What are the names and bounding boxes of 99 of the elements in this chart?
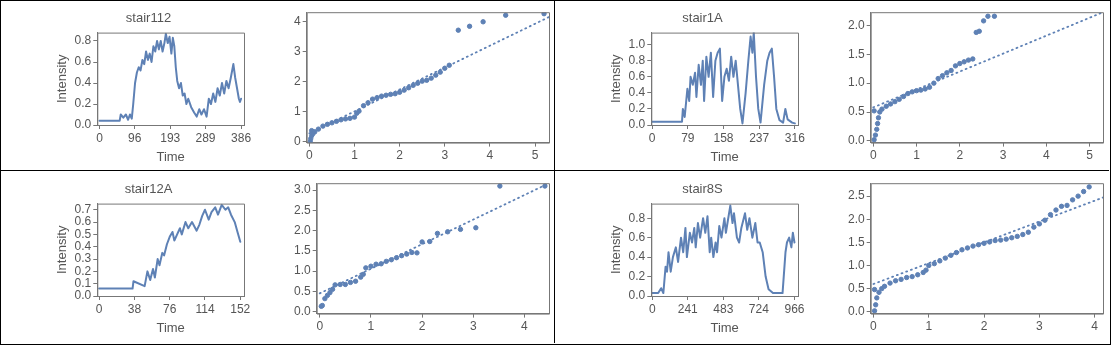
y-tick-label: 0.0: [628, 116, 646, 131]
y-tick-label: 0.4: [628, 249, 646, 264]
y-tick-label: 3: [293, 43, 301, 58]
x-tick-label: 0: [96, 130, 104, 145]
y-tick-label: 2.0: [293, 222, 311, 237]
y-tick-label: 0.0: [74, 116, 92, 131]
y-tick-label: 1: [293, 103, 301, 118]
y-tick-label: 1.5: [293, 243, 311, 258]
x-axis-title: Time: [156, 148, 185, 164]
x-axis-title: Time: [710, 148, 739, 164]
y-tick-label: 1.5: [847, 234, 865, 249]
y-tick-label: 2.5: [847, 188, 865, 203]
x-tick-label: 1: [351, 147, 359, 162]
x-tick-label: 0: [316, 319, 324, 334]
y-tick-label: 0.6: [74, 214, 92, 229]
y-tick-label: 0.2: [628, 268, 646, 283]
x-tick-label: 1: [913, 147, 921, 162]
y-tick-label: 2.5: [293, 202, 311, 217]
chart-title: stair1A: [682, 9, 724, 25]
y-axis-title: Intensity: [54, 53, 70, 103]
y-tick-label: 2.0: [847, 211, 865, 226]
x-tick-label: 0: [870, 319, 878, 334]
y-tick-label: 1.0: [293, 263, 311, 278]
x-tick-label: 1: [367, 319, 375, 334]
x-axis-title: Time: [156, 319, 185, 335]
x-tick-label: 193: [160, 130, 181, 145]
y-tick-label: 0.6: [74, 53, 92, 68]
y-tick-label: 3.0: [293, 182, 311, 197]
y-tick-label: 0.2: [74, 95, 92, 110]
x-tick-label: 158: [713, 130, 734, 145]
y-tick-label: 0.1: [74, 275, 92, 290]
x-axis-title: Time: [710, 319, 739, 335]
x-tick-label: 0: [869, 147, 877, 162]
y-tick-label: 0.8: [628, 210, 646, 225]
y-tick-label: 0.2: [628, 100, 646, 115]
y-tick-label: 0.5: [847, 280, 865, 295]
y-axis-title: Intensity: [608, 225, 624, 275]
x-tick-label: 96: [128, 130, 142, 145]
y-tick-label: 0.4: [628, 84, 646, 99]
x-tick-label: 76: [163, 301, 177, 316]
x-tick-label: 386: [231, 130, 252, 145]
y-tick-label: 1.0: [847, 257, 865, 272]
x-tick-label: 4: [1091, 319, 1099, 334]
x-tick-label: 2: [980, 319, 988, 334]
y-tick-label: 1.0: [847, 74, 865, 89]
y-axis-title: Intensity: [54, 225, 70, 275]
y-tick-label: 0.5: [847, 103, 865, 118]
x-tick-label: 966: [784, 301, 805, 316]
x-tick-label: 38: [127, 301, 142, 316]
x-tick-label: 237: [749, 130, 770, 145]
x-tick-label: 5: [531, 147, 539, 162]
x-tick-label: 4: [486, 147, 494, 162]
x-tick-label: 0: [648, 301, 656, 316]
x-tick-label: 3: [999, 147, 1007, 162]
x-tick-label: 241: [677, 301, 699, 316]
y-tick-label: 0.8: [74, 32, 92, 47]
y-tick-label: 0.4: [74, 239, 92, 254]
y-tick-label: 4: [293, 13, 301, 28]
x-tick-label: 114: [195, 301, 215, 316]
y-tick-label: 0.6: [628, 68, 646, 83]
y-tick-label: 2.0: [847, 17, 865, 32]
chart-title: stair12A: [124, 181, 173, 197]
y-tick-label: 0.0: [628, 288, 646, 303]
x-tick-label: 2: [956, 147, 964, 162]
y-tick-label: 1.0: [628, 36, 646, 51]
y-tick-label: 0.0: [847, 132, 865, 147]
x-tick-label: 5: [1086, 147, 1094, 162]
x-tick-label: 1: [925, 319, 933, 334]
y-tick-label: 0.0: [293, 303, 311, 318]
x-tick-label: 0: [648, 130, 656, 145]
y-tick-label: 0.8: [628, 52, 646, 67]
y-tick-label: 0.0: [74, 288, 92, 303]
y-tick-label: 0.4: [74, 74, 92, 89]
x-tick-label: 2: [418, 319, 426, 334]
y-tick-label: 2: [293, 73, 301, 88]
y-tick-label: 0.5: [293, 283, 311, 298]
y-axis-title: Intensity: [608, 53, 624, 103]
x-tick-label: 4: [521, 319, 529, 334]
x-tick-label: 4: [1042, 147, 1050, 162]
y-tick-label: 0.5: [74, 226, 92, 241]
y-tick-label: 0.0: [847, 304, 865, 319]
x-tick-label: 0: [95, 301, 103, 316]
x-tick-label: 724: [748, 301, 770, 316]
chart-title: stair8S: [682, 181, 724, 197]
x-tick-label: 3: [469, 319, 477, 334]
x-tick-label: 2: [396, 147, 404, 162]
x-tick-label: 79: [681, 130, 695, 145]
x-tick-label: 289: [195, 130, 216, 145]
x-tick-label: 3: [1036, 319, 1044, 334]
y-tick-label: 0.2: [74, 263, 92, 278]
y-tick-label: 0.6: [628, 229, 646, 244]
y-tick-label: 0.7: [74, 202, 92, 217]
chart-title: stair112: [125, 9, 172, 25]
x-tick-label: 316: [784, 130, 806, 145]
x-tick-label: 3: [441, 147, 449, 162]
y-tick-label: 1.5: [847, 46, 865, 61]
x-tick-label: 483: [713, 301, 734, 316]
x-tick-label: 152: [230, 301, 251, 316]
y-tick-label: 0.3: [74, 251, 92, 266]
